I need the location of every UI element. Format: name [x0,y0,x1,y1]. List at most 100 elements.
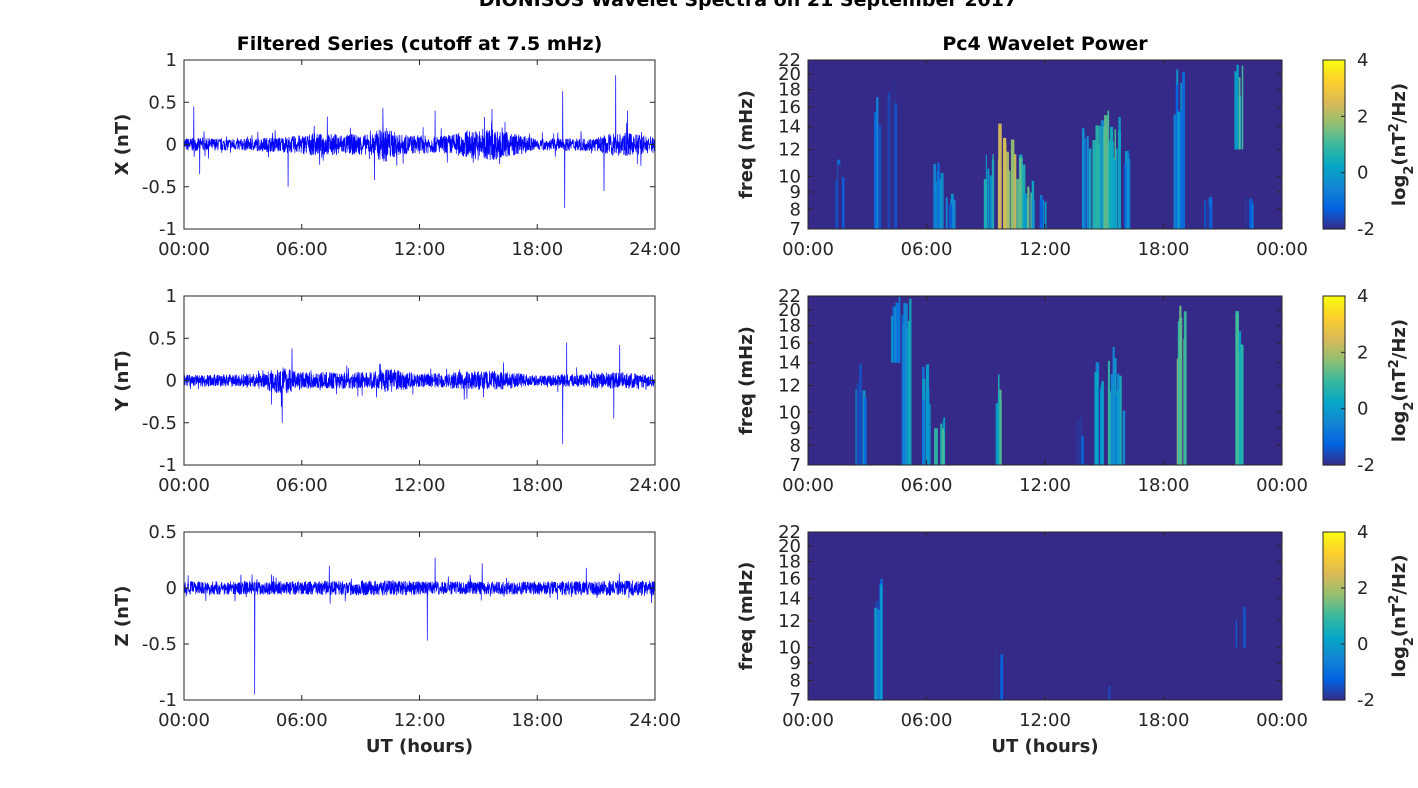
y-tick-label: 0 [166,135,177,156]
colorbar-step [1323,369,1345,373]
colorbar-step [1323,680,1345,684]
colorbar-step [1323,68,1345,72]
colorbar-step [1323,105,1345,109]
power-burst [1124,163,1128,229]
x-tick-label: 12:00 [1019,239,1071,260]
colorbar-tick-label: -2 [1357,690,1375,711]
y-tick-label: -0.5 [142,413,177,434]
colorbar-step [1323,217,1345,222]
y-axis-label: X (nT) [112,114,133,176]
power-burst [1005,151,1009,229]
colorbar-step [1323,422,1345,427]
colorbar-step [1323,357,1345,362]
colorbar-step [1323,655,1345,659]
colorbar-step [1323,96,1345,101]
colorbar-step [1323,672,1345,676]
colorbar-step [1323,130,1345,134]
y-tick-label: 1 [166,286,177,307]
power-burst [891,78,894,229]
y-axis-label: freq (mHz) [736,326,757,435]
y-tick-label: 12 [778,139,801,160]
colorbar-step [1323,74,1345,78]
wavelet-panel-2: 00:00 06:00 12:00 18:00 00:00789101214161820… [736,286,1417,496]
heatmap-background [808,296,1282,465]
colorbar-step [1323,71,1345,75]
power-burst [907,320,910,465]
series-line [184,342,655,444]
colorbar-step [1323,630,1345,634]
colorbar-step [1323,677,1345,681]
colorbar-step [1323,116,1345,120]
power-burst [892,305,895,363]
wavelet-panel-3: 00:00 06:00 12:00 18:00 00:00789101214161820… [736,522,1417,757]
power-burst [1008,170,1011,229]
y-tick-label: 0.5 [148,92,177,113]
figure-title: DIONISOS Wavelet Spectra on 21 September… [479,0,1017,11]
colorbar-step [1323,127,1345,132]
colorbar-step [1323,223,1345,227]
colorbar-step [1323,462,1345,466]
y-axis-label: freq (mHz) [736,90,757,199]
colorbar-step [1323,568,1345,572]
power-burst [837,164,841,229]
colorbar-step [1323,195,1345,199]
power-burst [953,199,956,229]
y-tick-label: 9 [790,418,801,439]
colorbar-step [1323,548,1345,553]
colorbar-step [1323,88,1345,92]
colorbar-step [1323,571,1345,575]
colorbar-step [1323,383,1345,387]
colorbar-step [1323,417,1345,421]
y-tick-label: 18 [778,80,801,101]
colorbar-step [1323,183,1345,188]
power-burst [1122,410,1126,465]
colorbar-step [1323,403,1345,407]
power-burst [864,397,867,465]
power-burst [1126,153,1130,229]
power-burst [994,648,997,700]
power-burst [925,364,930,465]
colorbar-step [1323,380,1345,384]
colorbar-step [1323,624,1345,628]
power-burst [1081,435,1084,465]
colorbar-step [1323,167,1345,171]
power-burst [1237,350,1240,465]
power-burst [1013,154,1017,229]
colorbar-step [1323,332,1345,337]
panel-title: Pc4 Wavelet Power [942,33,1148,55]
colorbar-step [1323,551,1345,555]
colorbar-step [1323,660,1345,665]
power-burst [1113,358,1117,465]
colorbar-step [1323,366,1345,370]
x-tick-label: 00:00 [158,710,210,731]
y-tick-label: -1 [159,219,177,240]
colorbar-step [1323,372,1345,376]
power-burst [951,194,954,229]
heatmap-cells [835,64,1254,229]
colorbar-step [1323,691,1345,695]
series-panel-3: 00:00 06:00 12:00 18:00 24:00 -1 -0.5 0 0.5 Z (nT… [112,522,681,757]
power-burst [905,328,909,465]
power-burst [1118,375,1122,465]
y-tick-label: 8 [790,199,801,220]
y-tick-label: 9 [790,182,801,203]
power-burst [1179,110,1183,229]
power-burst [1236,610,1240,648]
colorbar-step [1323,562,1345,567]
power-burst [1178,317,1183,465]
power-burst [1173,114,1178,229]
power-burst [1101,381,1104,465]
power-burst [987,168,990,229]
colorbar-step [1323,448,1345,452]
y-tick-label: 22 [778,286,801,307]
power-burst [1081,128,1085,229]
colorbar-step [1323,198,1345,202]
x-tick-label: 18:00 [1138,239,1190,260]
x-tick-label: 00:00 [782,239,834,260]
y-tick-label: 7 [790,219,801,240]
colorbar-step [1323,178,1345,182]
y-tick-label: 20 [778,300,801,321]
power-burst [856,383,860,465]
colorbar-label-part: 2 [1402,402,1417,411]
